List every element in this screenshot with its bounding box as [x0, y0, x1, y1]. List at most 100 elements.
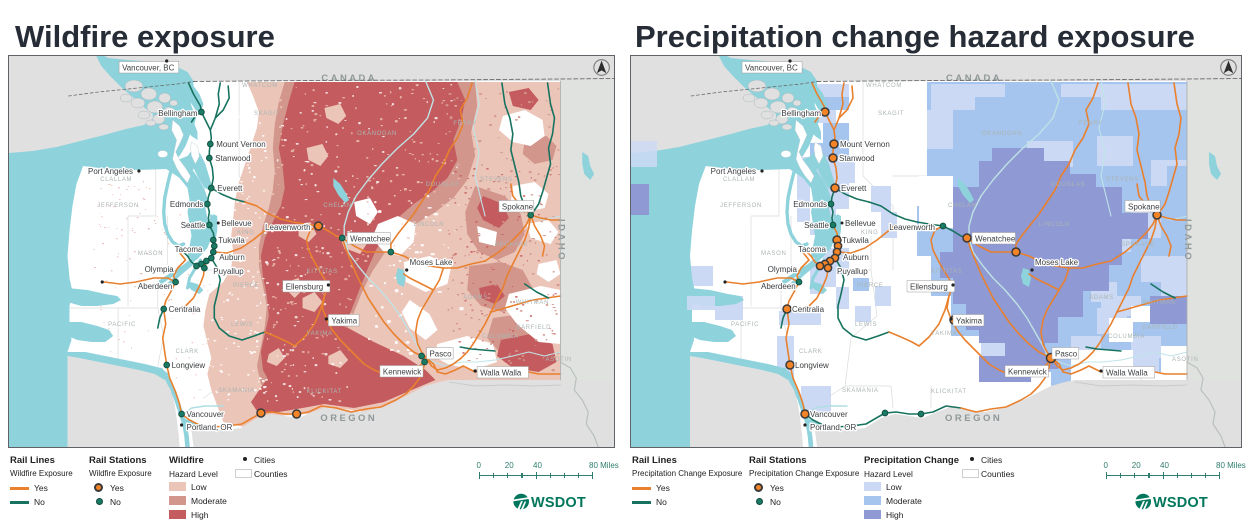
svg-text:DOUGLAS: DOUGLAS: [1051, 182, 1085, 188]
svg-text:IDAHO: IDAHO: [555, 219, 566, 262]
svg-text:SPOKANE: SPOKANE: [1121, 242, 1155, 248]
svg-text:Tacoma: Tacoma: [798, 245, 827, 254]
svg-text:Port Angeles: Port Angeles: [711, 167, 756, 176]
svg-text:Walla Walla: Walla Walla: [1106, 369, 1148, 378]
svg-text:PIERCE: PIERCE: [233, 283, 259, 289]
svg-text:Vancouver, BC: Vancouver, BC: [745, 64, 798, 73]
svg-text:Pasco: Pasco: [1055, 350, 1078, 359]
svg-text:STEVENS: STEVENS: [480, 177, 513, 183]
svg-text:LINCOLN: LINCOLN: [1039, 222, 1070, 228]
svg-text:Tacoma: Tacoma: [175, 245, 203, 254]
svg-text:Edmonds: Edmonds: [170, 200, 203, 209]
svg-text:Portland, OR: Portland, OR: [187, 423, 233, 432]
svg-text:KING: KING: [861, 230, 878, 236]
svg-text:CANADA: CANADA: [321, 73, 377, 84]
svg-text:MASON: MASON: [138, 251, 163, 257]
svg-text:Auburn: Auburn: [219, 253, 245, 262]
svg-text:Port Angeles: Port Angeles: [88, 167, 133, 176]
svg-text:WSDOT: WSDOT: [1153, 495, 1208, 511]
svg-text:WHITMAN: WHITMAN: [516, 300, 549, 306]
svg-text:COLUMBIA: COLUMBIA: [1108, 334, 1145, 340]
svg-text:Aberdeen: Aberdeen: [138, 282, 172, 291]
svg-text:Walla Walla: Walla Walla: [480, 368, 522, 377]
svg-text:Vancouver: Vancouver: [810, 410, 848, 419]
svg-text:GARFIELD: GARFIELD: [1142, 325, 1178, 331]
svg-text:LEWIS: LEWIS: [231, 322, 253, 328]
svg-text:Kennewick: Kennewick: [1008, 368, 1048, 377]
svg-text:Edmonds: Edmonds: [793, 200, 827, 209]
svg-text:WHATCOM: WHATCOM: [866, 83, 902, 89]
svg-text:Wenatchee: Wenatchee: [350, 234, 390, 243]
svg-text:ASOTIN: ASOTIN: [546, 357, 572, 363]
svg-text:Vancouver, BC: Vancouver, BC: [122, 63, 174, 72]
svg-text:YAKIMA: YAKIMA: [931, 331, 957, 337]
svg-text:Seattle: Seattle: [181, 221, 206, 230]
svg-text:Moses Lake: Moses Lake: [1035, 258, 1079, 267]
svg-text:YAKIMA: YAKIMA: [307, 331, 333, 337]
svg-text:Pasco: Pasco: [430, 349, 453, 358]
svg-text:Portland, OR: Portland, OR: [810, 423, 856, 432]
svg-text:Mount Vernon: Mount Vernon: [840, 140, 890, 149]
svg-text:Bellevue: Bellevue: [845, 219, 876, 228]
svg-text:KITTITAS: KITTITAS: [307, 269, 338, 275]
svg-text:Yakima: Yakima: [956, 317, 983, 326]
svg-text:COLUMBIA: COLUMBIA: [482, 334, 519, 340]
svg-text:Stanwood: Stanwood: [215, 154, 250, 163]
svg-text:CANADA: CANADA: [946, 73, 1002, 84]
svg-text:Mount Vernon: Mount Vernon: [216, 140, 265, 149]
svg-text:Puyallup: Puyallup: [213, 267, 244, 276]
svg-text:Bellevue: Bellevue: [221, 219, 252, 228]
svg-text:CLALLAM: CLALLAM: [723, 177, 755, 183]
svg-text:STEVENS: STEVENS: [1106, 177, 1139, 183]
svg-text:OREGON: OREGON: [320, 413, 377, 424]
svg-text:CHELAN: CHELAN: [948, 203, 977, 209]
svg-text:FERRY: FERRY: [453, 121, 477, 127]
svg-text:WSDOT: WSDOT: [531, 495, 586, 511]
svg-text:MASON: MASON: [761, 251, 787, 257]
svg-text:Bellingham: Bellingham: [158, 109, 198, 118]
svg-text:KLICKITAT: KLICKITAT: [931, 389, 967, 395]
svg-text:ASOTIN: ASOTIN: [1172, 357, 1199, 363]
svg-text:Seattle: Seattle: [804, 221, 829, 230]
svg-text:OKANOGAN: OKANOGAN: [357, 131, 397, 137]
svg-text:KING: KING: [237, 230, 254, 236]
svg-text:Spokane: Spokane: [502, 202, 534, 211]
svg-text:Olympia: Olympia: [145, 265, 175, 274]
svg-text:Leavenworth: Leavenworth: [265, 223, 310, 232]
svg-text:Centralia: Centralia: [169, 305, 201, 314]
svg-text:OREGON: OREGON: [945, 413, 1002, 424]
svg-text:IDAHO: IDAHO: [1182, 219, 1193, 262]
svg-text:Tukwila: Tukwila: [842, 236, 869, 245]
svg-text:Everett: Everett: [841, 184, 867, 193]
svg-text:Kennewick: Kennewick: [383, 367, 421, 376]
svg-text:DOUGLAS: DOUGLAS: [426, 182, 460, 188]
svg-text:PACIFIC: PACIFIC: [108, 322, 136, 328]
svg-text:PACIFIC: PACIFIC: [731, 322, 759, 328]
svg-text:CLALLAM: CLALLAM: [100, 177, 132, 183]
svg-text:ADAMS: ADAMS: [1089, 295, 1114, 301]
svg-text:GARFIELD: GARFIELD: [516, 325, 551, 331]
svg-text:CLARK: CLARK: [176, 349, 199, 355]
svg-text:Ellensburg: Ellensburg: [286, 282, 323, 291]
svg-text:Ellensburg: Ellensburg: [910, 283, 948, 292]
svg-text:SKAMANIA: SKAMANIA: [218, 388, 254, 394]
svg-text:Wenatchee: Wenatchee: [975, 235, 1016, 244]
svg-text:WHATCOM: WHATCOM: [242, 83, 278, 89]
svg-text:Leavenworth: Leavenworth: [889, 223, 935, 232]
svg-text:Auburn: Auburn: [843, 253, 869, 262]
svg-text:Stanwood: Stanwood: [839, 154, 875, 163]
svg-text:Longview: Longview: [172, 361, 206, 370]
svg-text:Yakima: Yakima: [331, 316, 357, 325]
svg-text:Puyallup: Puyallup: [837, 267, 868, 276]
svg-text:KITTITAS: KITTITAS: [931, 269, 963, 275]
svg-text:Centralia: Centralia: [792, 305, 825, 314]
svg-text:CLARK: CLARK: [799, 349, 823, 355]
svg-text:Everett: Everett: [217, 184, 243, 193]
svg-text:WHITMAN: WHITMAN: [1142, 300, 1176, 306]
svg-text:LINCOLN: LINCOLN: [414, 222, 445, 228]
svg-text:Aberdeen: Aberdeen: [761, 282, 796, 291]
svg-text:SKAGIT: SKAGIT: [878, 111, 904, 117]
svg-text:Olympia: Olympia: [768, 265, 798, 274]
svg-text:KLICKITAT: KLICKITAT: [307, 389, 342, 395]
svg-text:PIERCE: PIERCE: [857, 283, 884, 289]
